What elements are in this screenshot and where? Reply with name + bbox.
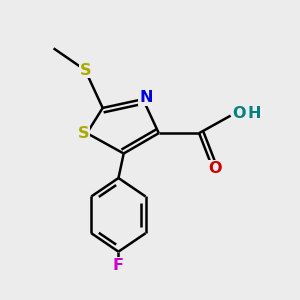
Text: S: S [78,126,89,141]
Text: S: S [80,63,91,78]
Text: O: O [232,106,246,122]
Text: O: O [208,161,222,176]
Text: F: F [113,258,124,273]
Text: N: N [139,90,152,105]
Text: H: H [248,106,261,122]
